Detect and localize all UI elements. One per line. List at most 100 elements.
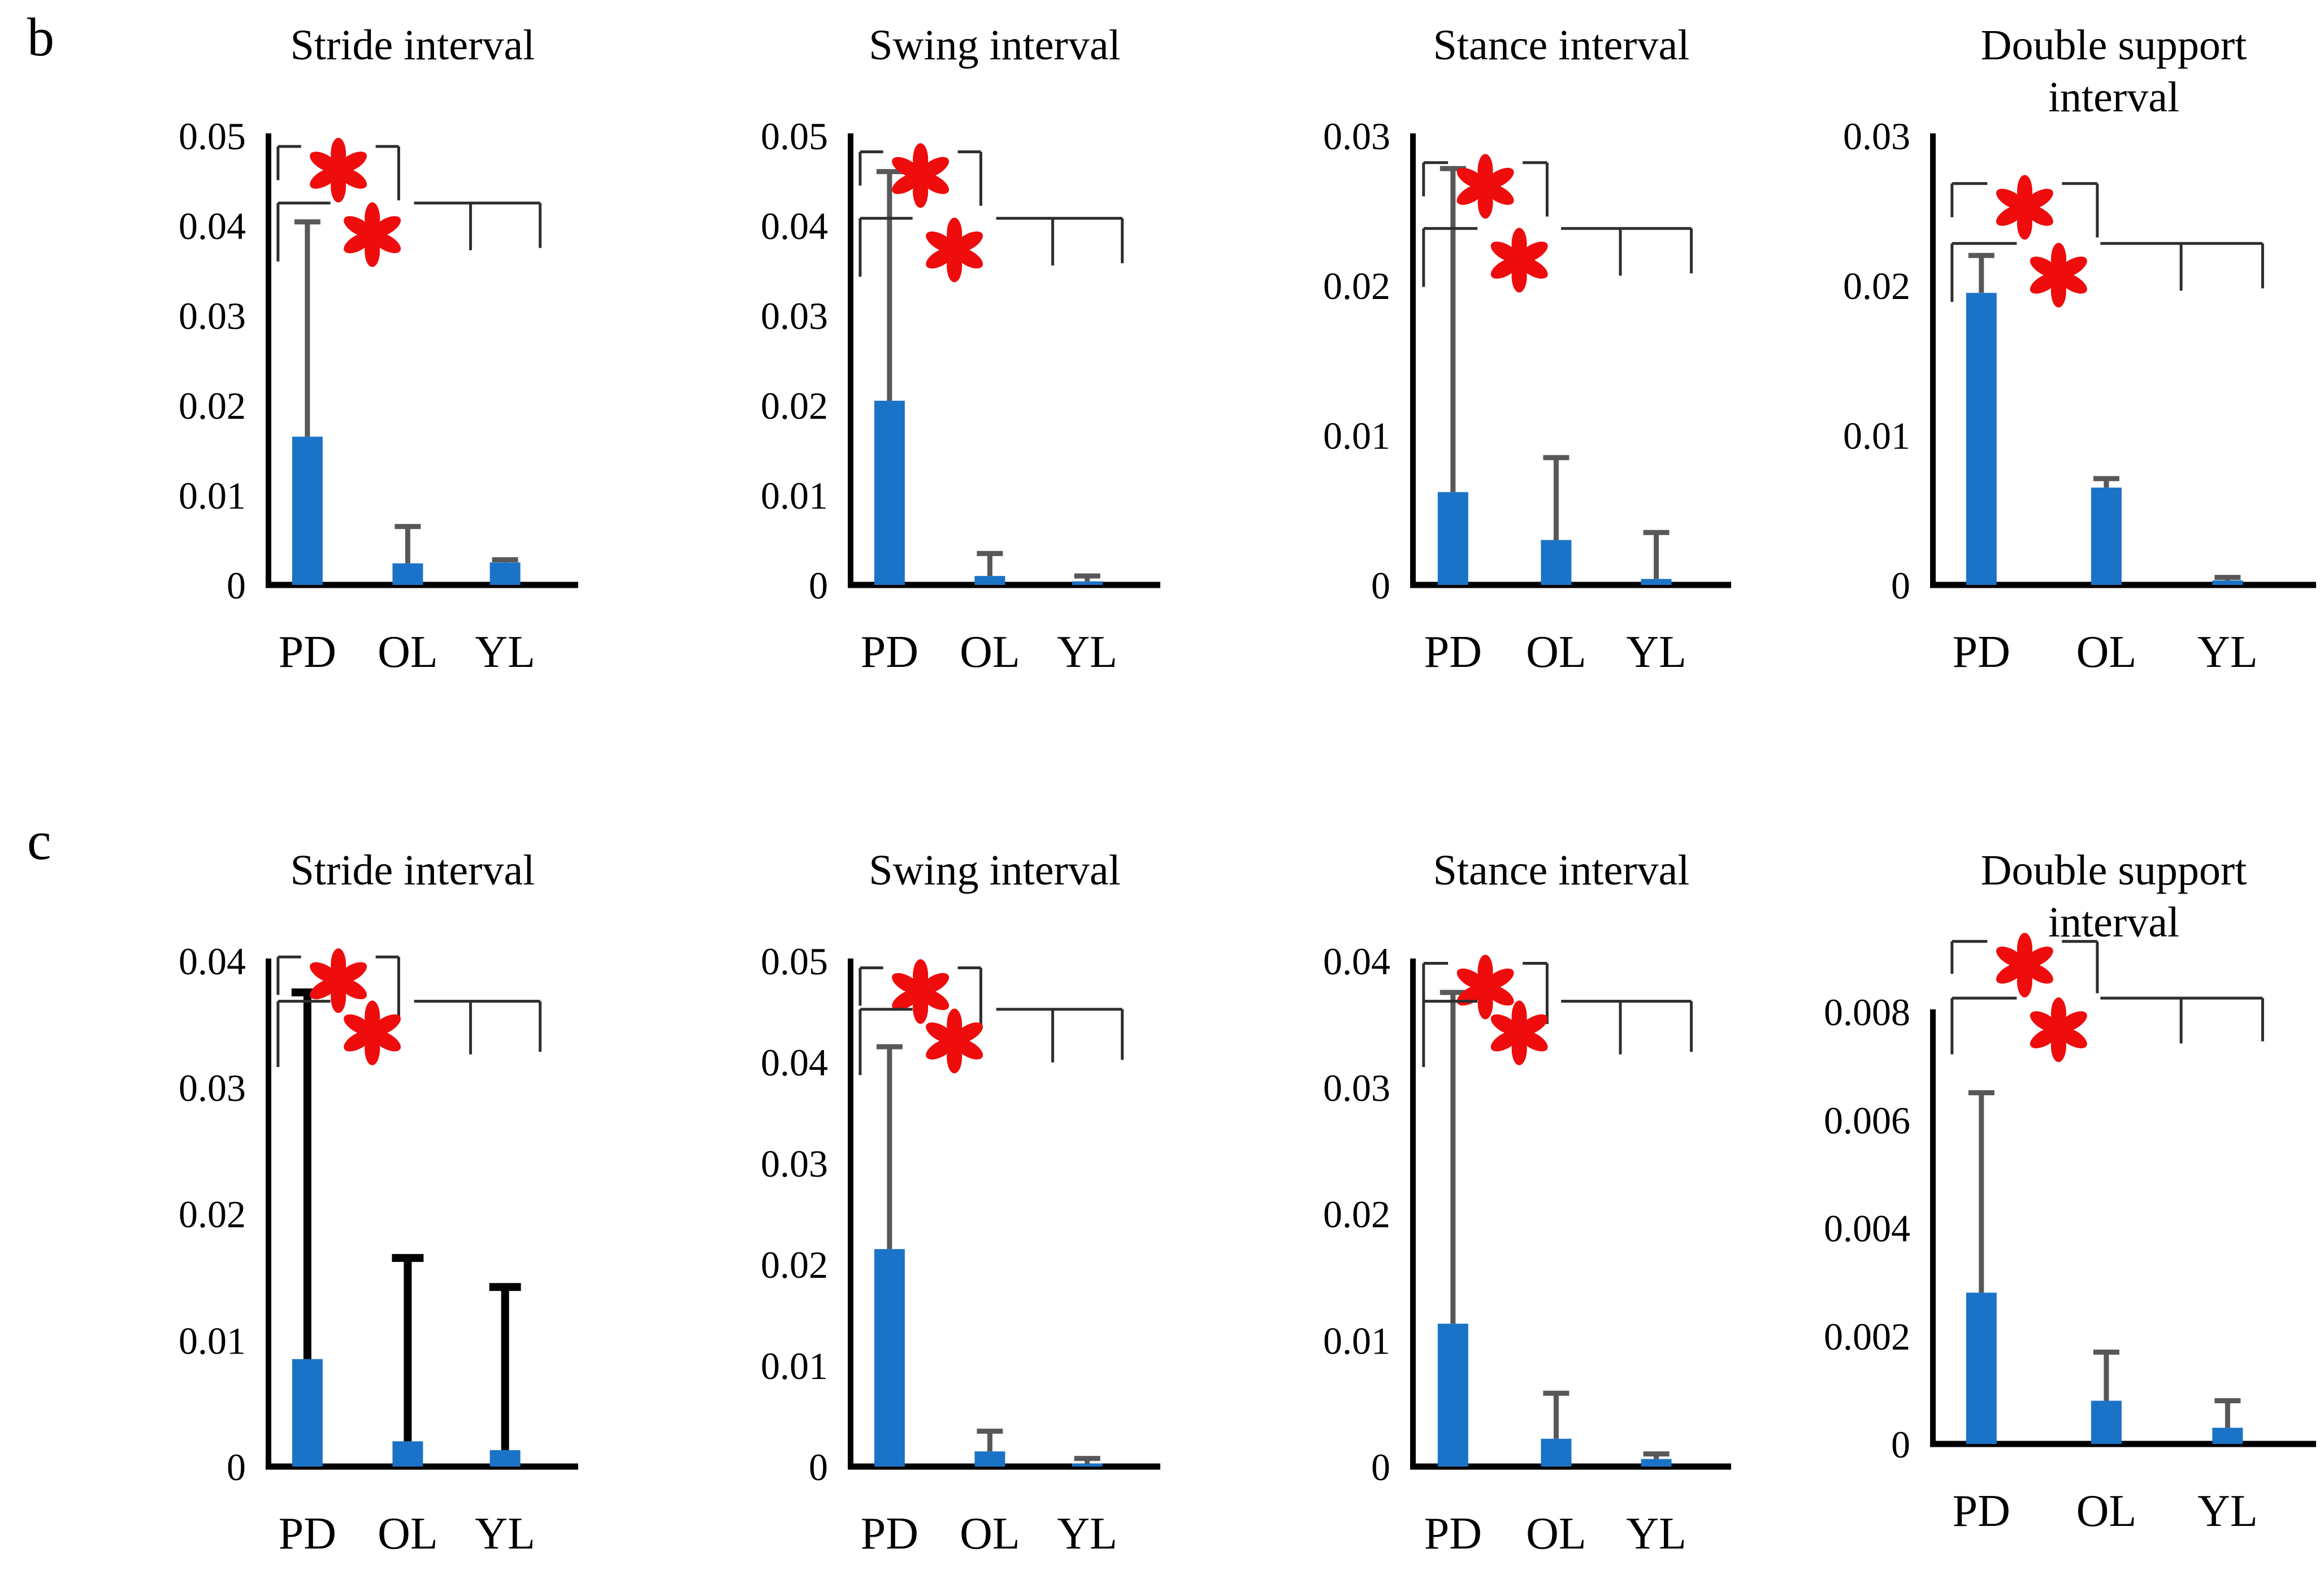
asterisk-petal [2058,257,2087,277]
asterisk-petal [953,1022,983,1044]
asterisk-petal [892,157,921,178]
asterisk-petal [920,989,949,1010]
significance-bracket-pd-olyl [1422,1000,1693,1067]
x-category-labels: PD OL YL [279,627,535,677]
asterisk-petal [371,1014,401,1035]
chart-c2-swing-interval: Swing interval 0 0.01 0.02 0.03 0.04 0.05 PD OL Y… [761,847,1160,1559]
error-bar-PD [1440,990,1466,1324]
chart-title-line: Stance interval [1433,21,1690,69]
error-bar-YL [1643,530,1670,579]
y-tick-label: 0 [809,1446,828,1489]
y-tick-label: 0 [1891,1423,1910,1466]
asterisk-petal [371,232,401,253]
chart-title-line: Stride interval [290,847,535,894]
y-tick-label: 0.04 [179,205,246,248]
asterisk-petal [892,173,921,194]
category-label-YL: YL [1057,1509,1117,1559]
y-tick-label: 0.03 [761,1142,828,1185]
y-tick-label: 0.04 [761,205,828,248]
y-tick-label: 0.03 [1843,115,1910,158]
error-bar-YL [2214,1398,2241,1428]
y-axis-tick-labels: 0 0.002 0.004 0.006 0.008 [1824,991,1910,1466]
asterisk-petal [371,216,401,237]
asterisk-petal [2030,257,2059,277]
panel-label-c: c [27,810,51,871]
error-bar-YL [1643,1451,1670,1459]
y-axis-tick-labels: 0 0.01 0.02 0.03 [1323,115,1390,607]
bar-YL [2212,580,2243,585]
chart-title-line: interval [2048,899,2179,946]
asterisk-petal [953,1038,983,1060]
category-label-PD: PD [279,1509,336,1559]
asterisk-petal [1996,205,2026,226]
y-tick-label: 0.05 [179,115,246,158]
bar-PD [1437,492,1468,585]
bar-PD [1966,1293,1997,1444]
y-tick-label: 0.04 [1323,940,1390,983]
category-label-PD: PD [861,1509,918,1559]
significance-asterisk [926,1008,983,1074]
significance-bracket-pd-ol [276,948,400,1018]
bar-OL [1541,1438,1572,1467]
asterisk-petal [953,231,983,253]
chart-b2-swing-interval: Swing interval 0 0.01 0.02 0.03 0.04 0.05 PD OL Y… [761,21,1160,677]
y-tick-label: 0 [1371,564,1390,607]
error-bar-PD [291,988,323,1359]
significance-bracket-pd-ol [859,959,982,1029]
significance-bracket-pd-ol [1950,933,2099,997]
significance-bracket-pd-olyl [859,1008,1124,1075]
y-axis-tick-labels: 0 0.01 0.02 0.03 0.04 0.05 [761,940,828,1489]
category-label-YL: YL [475,627,535,677]
asterisk-petal [344,232,373,254]
asterisk-petal [310,151,339,173]
asterisk-petal [1490,258,1520,279]
y-tick-label: 0.03 [761,294,828,337]
asterisk-petal [2030,272,2059,294]
category-label-YL: YL [2197,1486,2258,1536]
y-tick-label: 0 [1891,564,1910,607]
y-tick-label: 0.03 [179,294,246,337]
category-label-PD: PD [1424,627,1482,677]
chart-title-line: Stride interval [290,21,535,69]
significance-bracket-pd-ol [1422,154,1549,219]
asterisk-petal [310,978,339,1000]
y-tick-label: 0.01 [1323,414,1390,457]
error-bar-PD [1968,253,1995,293]
category-label-PD: PD [861,627,918,677]
category-label-OL: OL [1526,1509,1586,1559]
bar-YL [489,562,521,585]
asterisk-petal [2024,189,2053,210]
chart-c4-double-support-interval: Double support interval 0 0.002 0.004 0.006 0.… [1824,847,2316,1536]
asterisk-petal [337,978,367,1000]
asterisk-petal [2024,946,2053,968]
asterisk-petal [892,989,921,1010]
y-tick-label: 0.03 [179,1066,246,1109]
asterisk-petal [953,248,983,269]
asterisk-petal [920,973,949,994]
asterisk-petal [2030,1011,2059,1033]
y-tick-label: 0.01 [1843,414,1910,457]
chart-title: Stance interval [1433,21,1690,69]
asterisk-petal [1485,984,1514,1006]
chart-c3-stance-interval: Stance interval 0 0.01 0.02 0.03 0.04 PD OL YL [1323,847,1731,1559]
asterisk-petal [1456,184,1486,205]
bar-PD [874,1249,905,1467]
asterisk-petal [926,248,955,269]
significance-asterisk [310,137,367,203]
significance-asterisk [2030,242,2087,307]
asterisk-petal [2058,272,2087,294]
category-label-PD: PD [1424,1509,1482,1559]
y-tick-label: 0 [1371,1446,1390,1489]
bar-YL [1072,581,1103,585]
category-label-OL: OL [2076,627,2137,677]
category-label-OL: OL [1526,627,1586,677]
error-bar-YL [1074,573,1100,582]
asterisk-petal [1519,241,1548,263]
significance-asterisk [344,202,401,267]
asterisk-petal [926,231,955,253]
bar-PD [292,436,323,585]
significance-bracket-pd-ol [1422,955,1549,1024]
significance-asterisk [892,143,949,208]
significance-bracket-pd-olyl [276,1000,542,1067]
